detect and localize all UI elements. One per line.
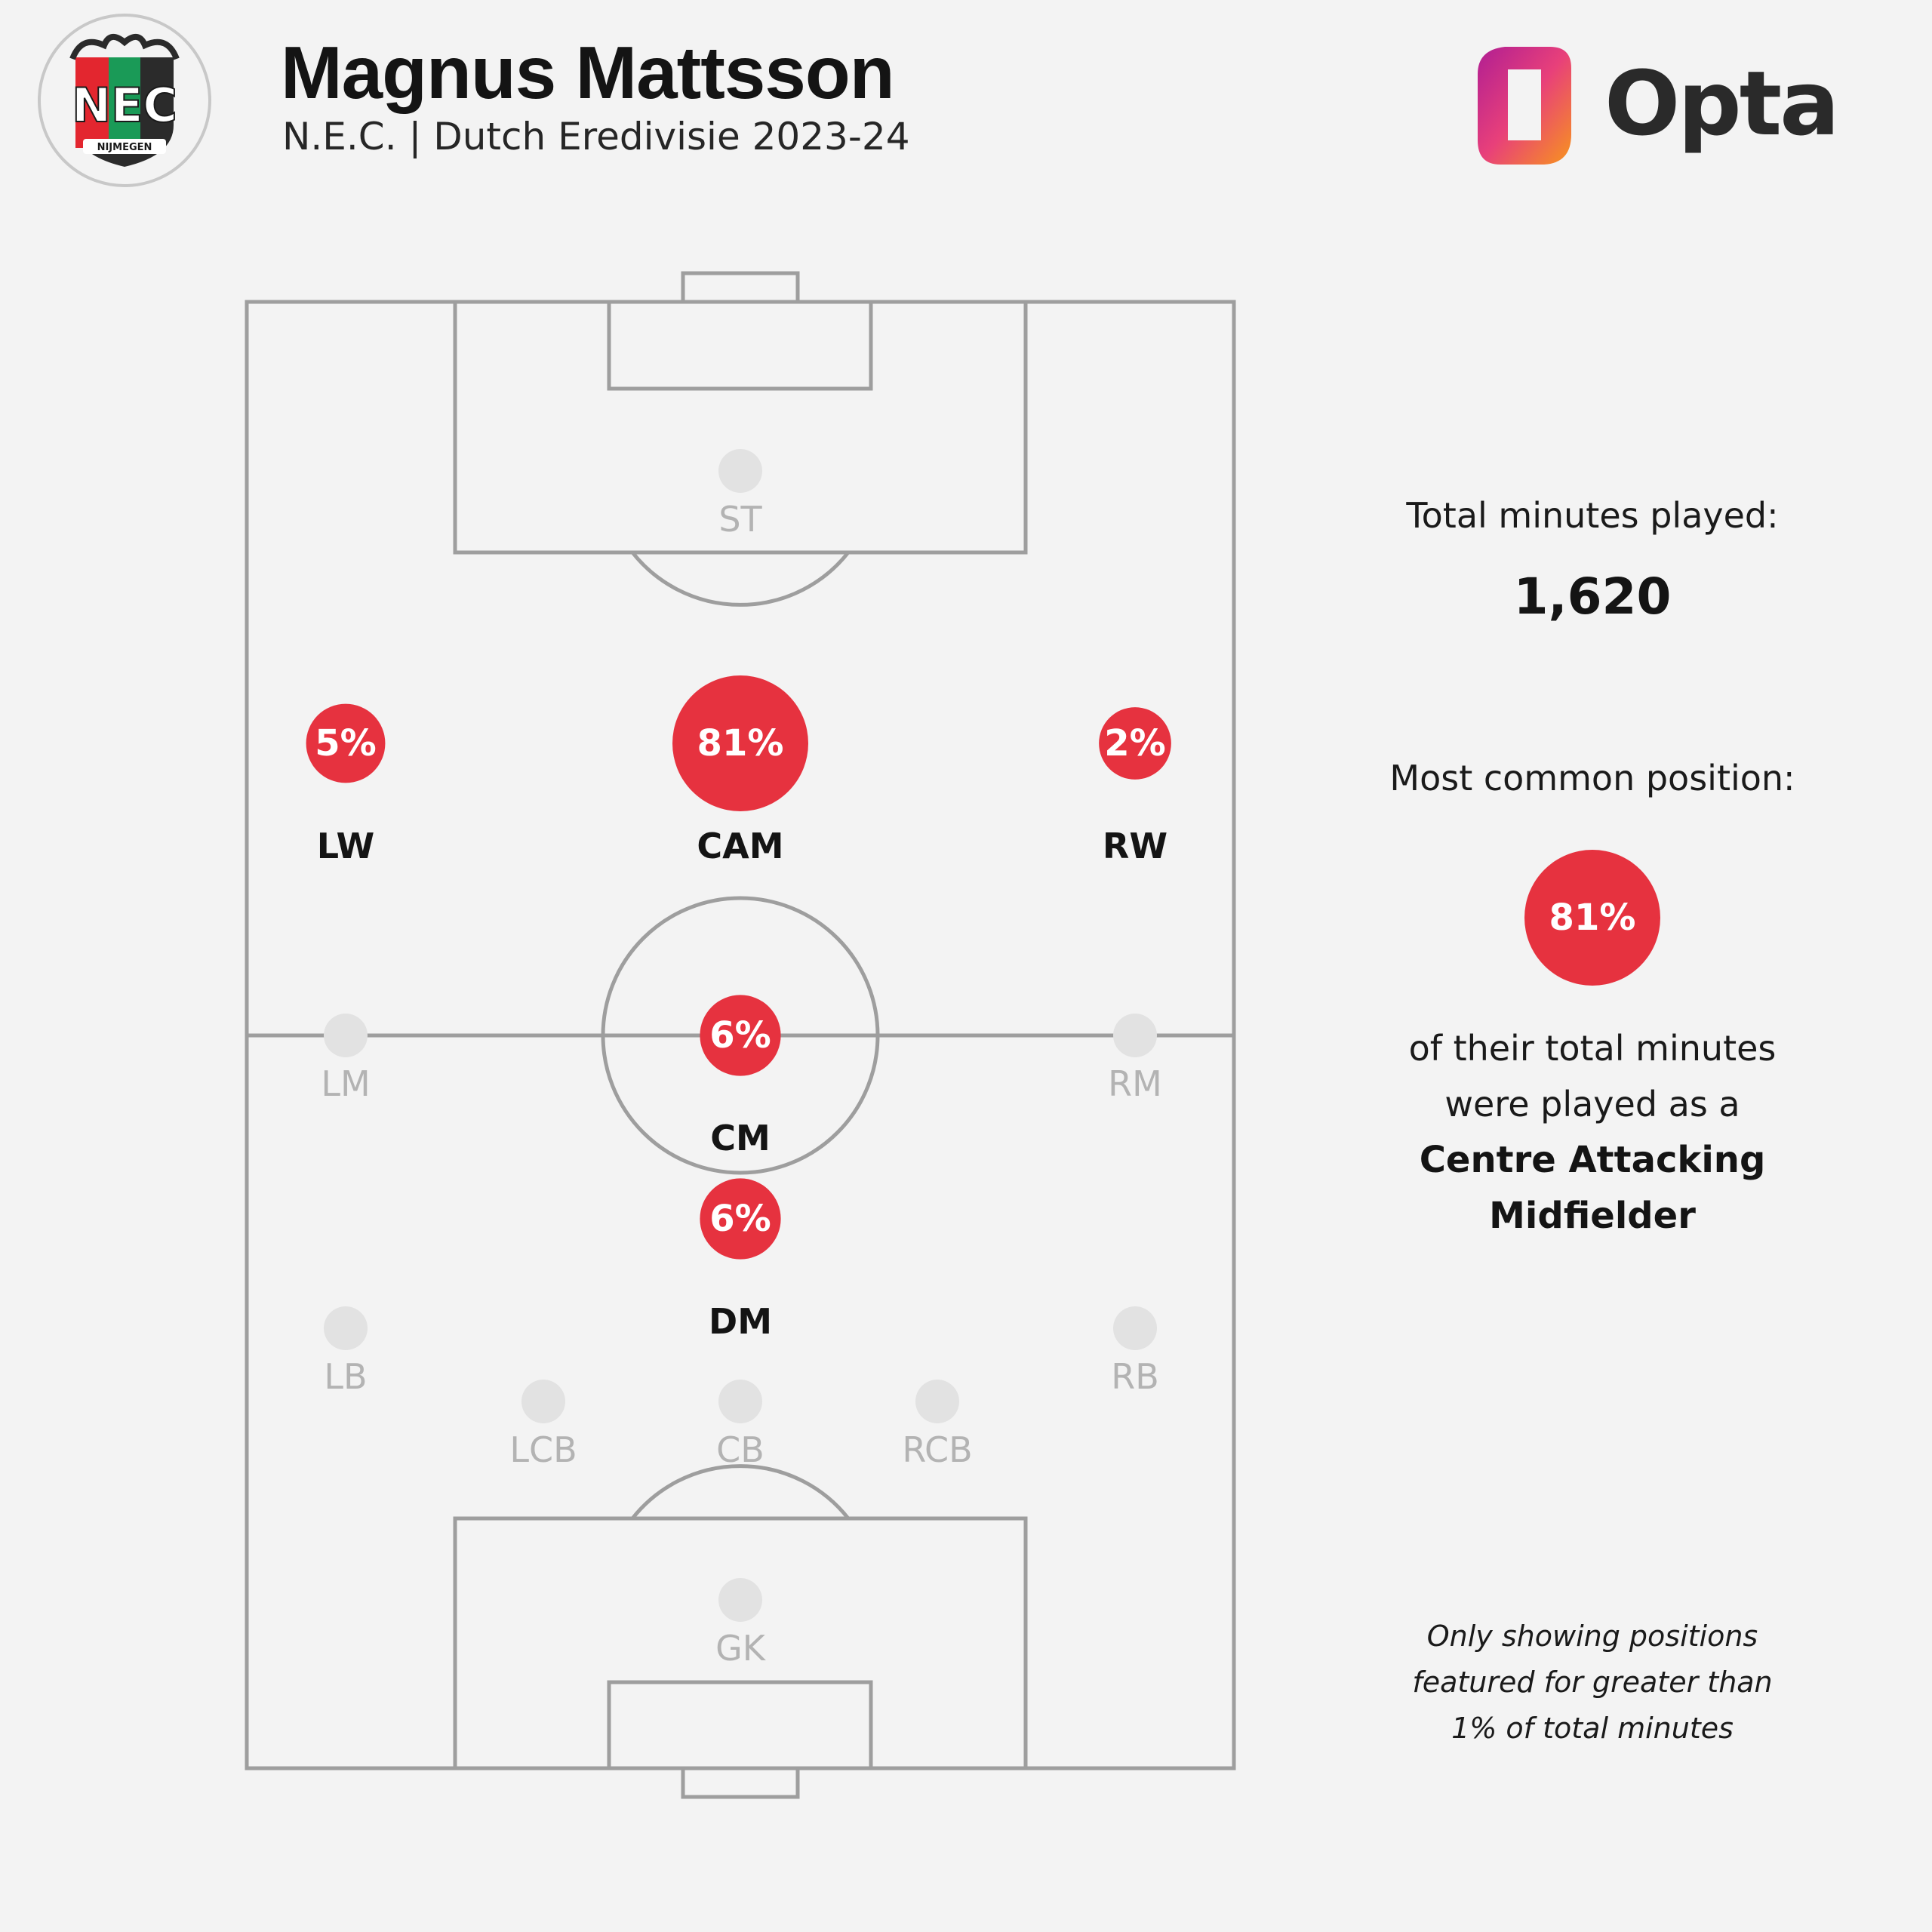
position-marker-st	[718, 449, 762, 493]
total-minutes-label: Total minutes played:	[1406, 495, 1779, 536]
footnote-line2: featured for greater than	[1412, 1666, 1773, 1699]
player-name-title: Magnus Mattsson	[281, 31, 895, 114]
position-pct-cm: 6%	[709, 1014, 771, 1057]
position-marker-cb	[718, 1380, 762, 1423]
position-label-rb: RB	[1111, 1356, 1159, 1397]
position-bubble-cm	[700, 995, 781, 1076]
position-label-cm: CM	[710, 1118, 771, 1158]
common-position-name-line1: Centre Attacking	[1419, 1139, 1766, 1181]
position-label-rw: RW	[1103, 826, 1168, 866]
total-minutes-value: 1,620	[1513, 568, 1672, 626]
pitch-positions: ST 5% LW 81% CAM 2% RW LM 6% CM RM 6% DM LB RB LCB CB RCB…	[306, 449, 1171, 1669]
position-pct-rw: 2%	[1104, 722, 1166, 764]
position-bubble-lw	[306, 703, 386, 783]
position-marker-lm	[324, 1014, 368, 1057]
position-label-rcb: RCB	[902, 1429, 972, 1470]
position-bubble-rw	[1099, 707, 1171, 780]
position-label-lw: LW	[317, 826, 374, 866]
position-pct-lw: 5%	[315, 722, 377, 764]
footnote-line3: 1% of total minutes	[1451, 1712, 1734, 1745]
footnote: Only showing positions featured for grea…	[1358, 1614, 1826, 1752]
position-label-lm: LM	[321, 1063, 370, 1104]
position-label-cam: CAM	[697, 826, 783, 866]
common-position-label: Most common position:	[1389, 758, 1795, 798]
position-pct-dm: 6%	[709, 1198, 771, 1240]
team-league-subtitle: N.E.C. | Dutch Eredivisie 2023-24	[282, 115, 910, 158]
club-badge-text: NEC	[72, 78, 177, 133]
football-pitch: ST 5% LW 81% CAM 2% RW LM 6% CM RM 6% DM LB RB LCB CB RCB…	[245, 271, 1236, 1799]
club-badge-logo: NEC NIJMEGEN	[38, 14, 211, 187]
position-label-gk: GK	[715, 1628, 767, 1669]
footnote-line1: Only showing positions	[1426, 1620, 1758, 1653]
common-position-text-line1: of their total minutes	[1408, 1028, 1777, 1069]
position-marker-lcb	[521, 1380, 565, 1423]
position-bubble-cam	[672, 675, 808, 811]
position-label-rm: RM	[1108, 1063, 1162, 1104]
opta-brand-wordmark: Opta	[1604, 51, 1840, 155]
position-pct-cam: 81%	[697, 722, 784, 764]
position-label-lcb: LCB	[509, 1429, 577, 1470]
position-label-st: ST	[718, 499, 762, 540]
position-marker-rb	[1113, 1306, 1157, 1350]
common-position-name-line2: Midfielder	[1489, 1195, 1696, 1237]
position-marker-lb	[324, 1306, 368, 1350]
position-marker-rm	[1113, 1014, 1157, 1057]
club-badge-subtext: NIJMEGEN	[97, 142, 152, 153]
position-label-lb: LB	[324, 1356, 367, 1397]
position-marker-rcb	[915, 1380, 959, 1423]
position-bubble-dm	[700, 1178, 781, 1260]
position-label-dm: DM	[709, 1301, 772, 1342]
common-position-description: of their total minutes were played as a …	[1358, 1020, 1826, 1244]
common-position-bubble: 81%	[1524, 850, 1660, 986]
opta-brand-icon	[1478, 47, 1571, 165]
position-marker-gk	[718, 1578, 762, 1622]
common-position-text-line2: were played as a	[1444, 1084, 1740, 1124]
position-label-cb: CB	[716, 1429, 764, 1470]
